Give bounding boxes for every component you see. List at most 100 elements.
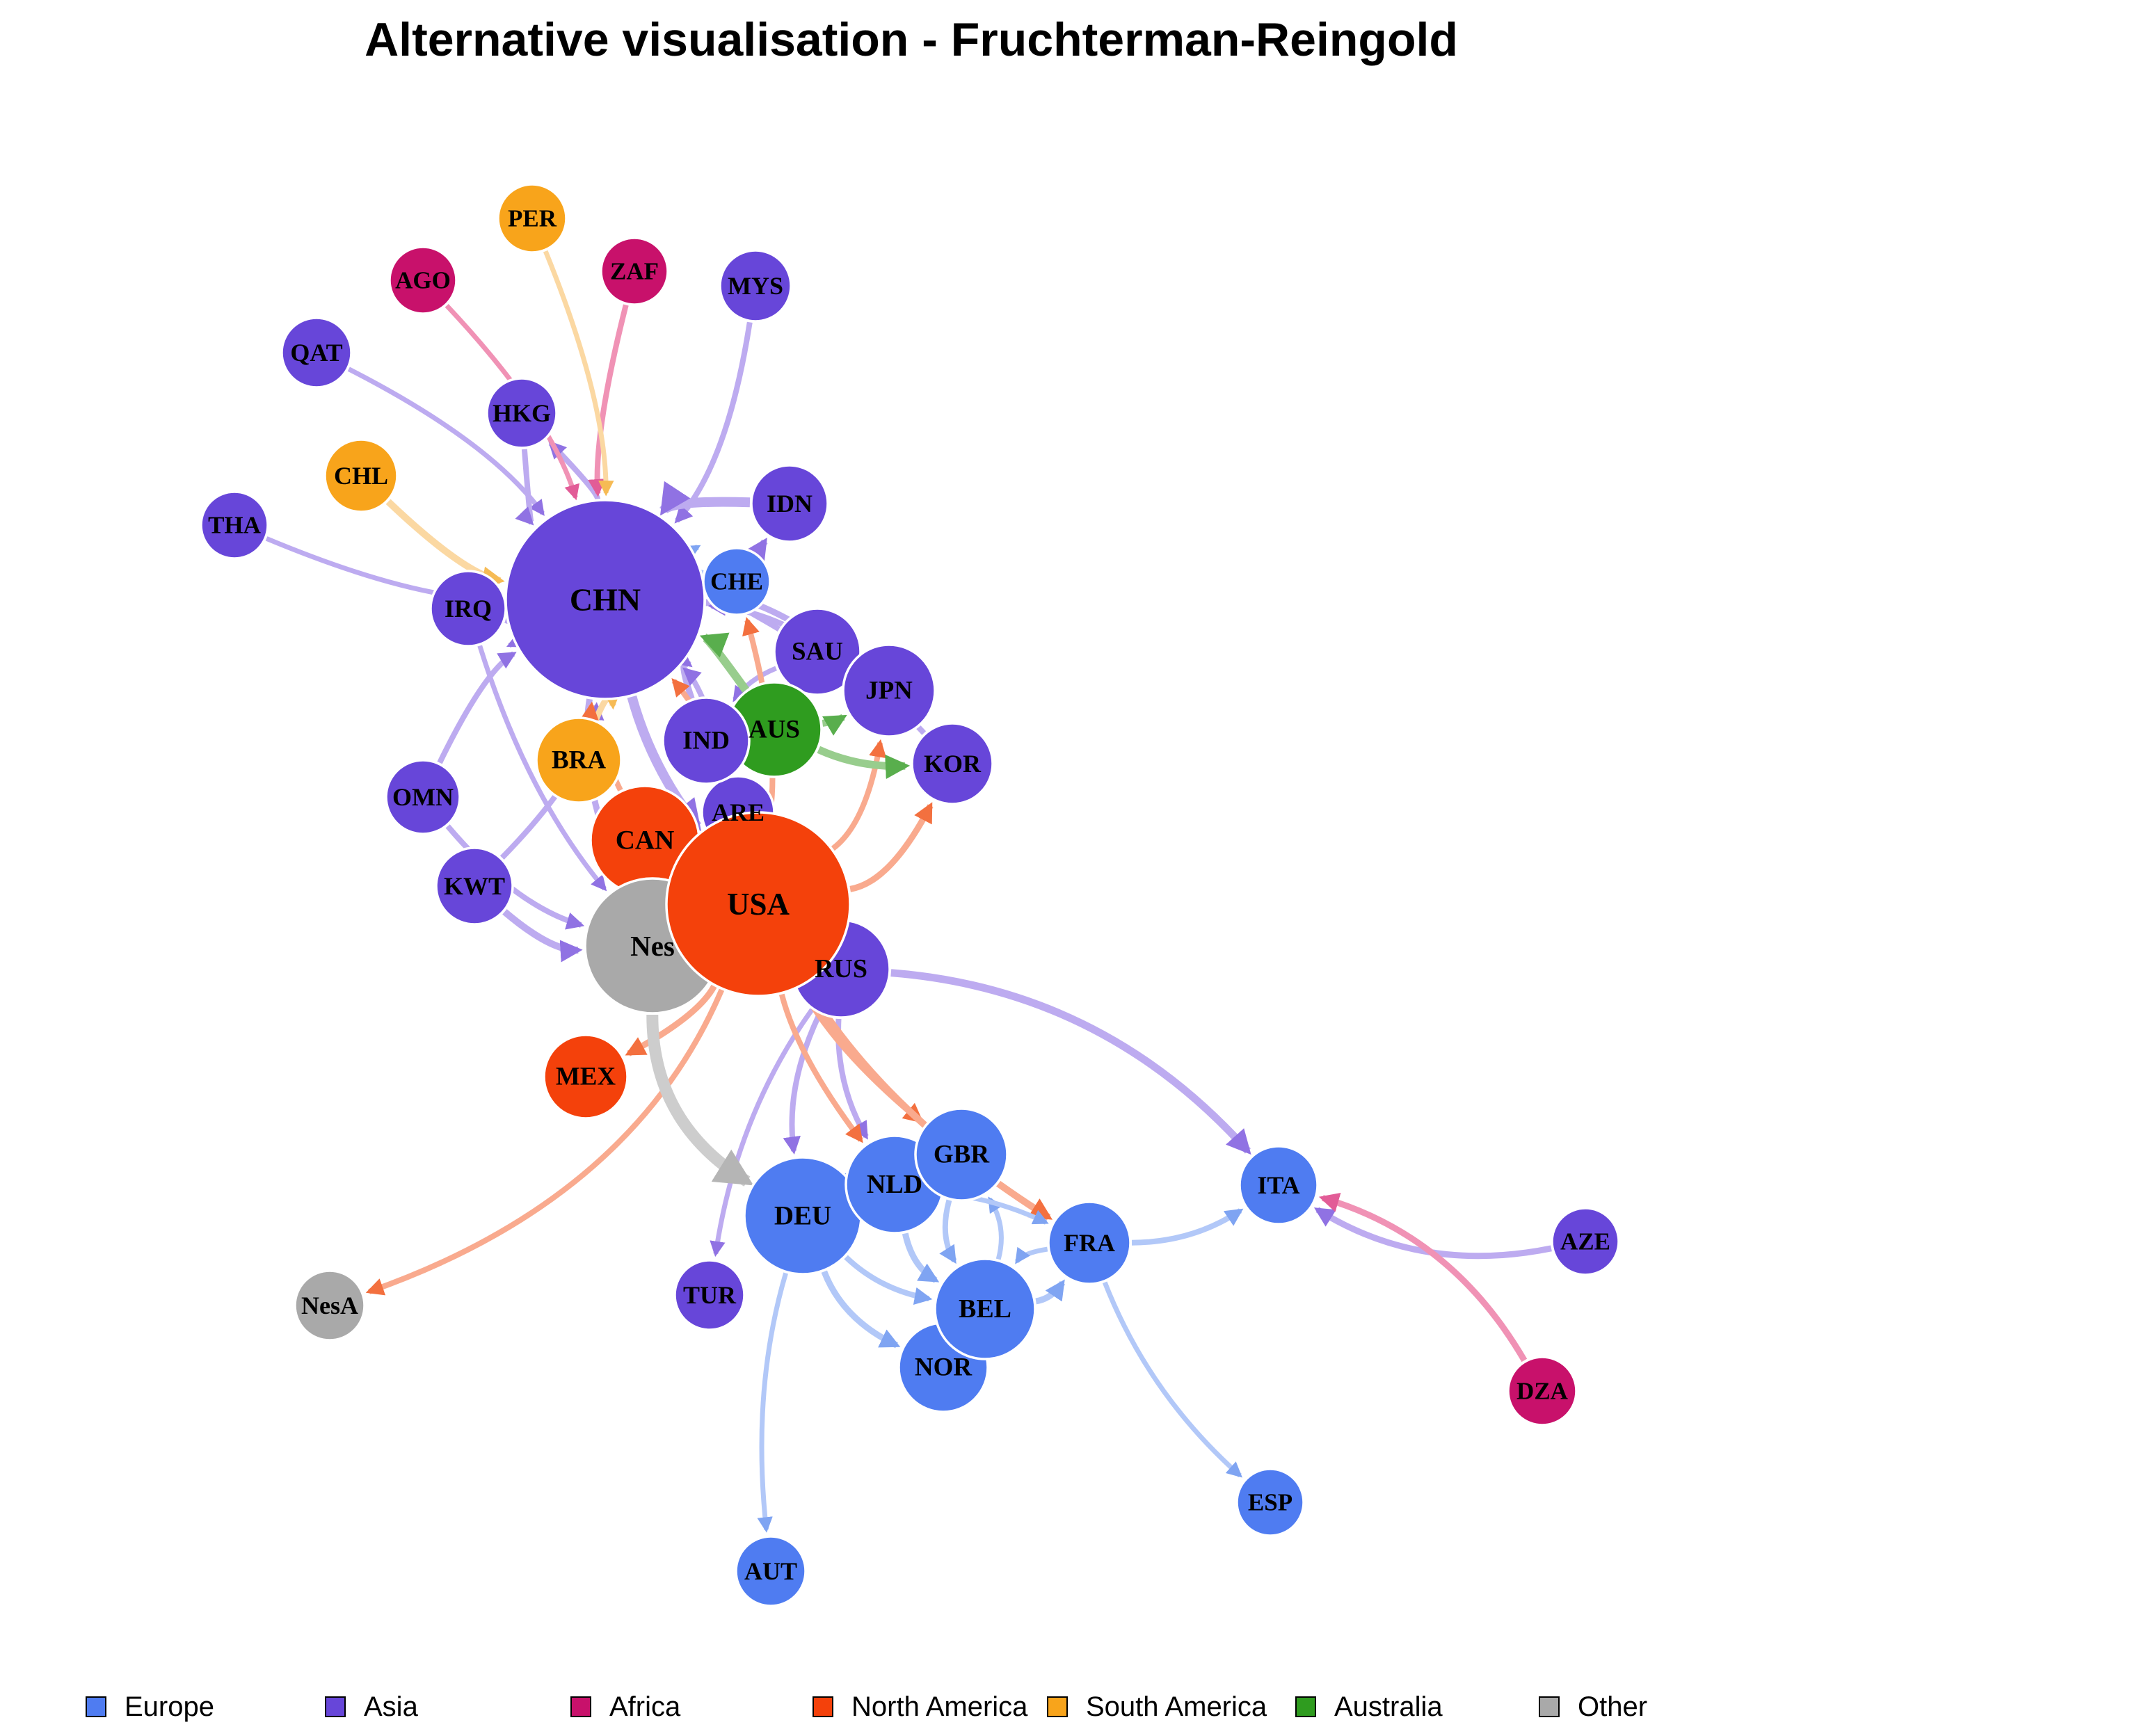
node-label-IRQ: IRQ xyxy=(445,595,492,622)
legend-item-australia: Australia xyxy=(1295,1686,1443,1728)
node-ZAF xyxy=(600,236,669,306)
legend-label-asia: Asia xyxy=(364,1691,418,1722)
node-label-ZAF: ZAF xyxy=(610,258,659,285)
legend-swatch-other xyxy=(1539,1696,1560,1717)
edge-RUS-TUR xyxy=(710,1008,815,1257)
node-MYS xyxy=(719,249,792,323)
edge-CHL-CHN xyxy=(385,499,505,589)
node-label-CHE: CHE xyxy=(710,568,763,595)
edge-DEU-AUT xyxy=(757,1272,788,1533)
edge-USA-MEX xyxy=(625,984,717,1056)
node-label-FRA: FRA xyxy=(1064,1229,1115,1257)
node-label-TUR: TUR xyxy=(683,1281,737,1309)
node-label-USA: USA xyxy=(727,887,790,922)
node-label-AUT: AUT xyxy=(744,1557,797,1585)
edge-IRQ-Nes xyxy=(477,645,607,892)
node-label-THA: THA xyxy=(208,512,262,539)
edge-AUS-JPN xyxy=(822,714,847,736)
node-THA xyxy=(200,490,269,560)
legend-item-sa: South America xyxy=(1047,1686,1267,1728)
node-label-OMN: OMN xyxy=(392,783,454,811)
node-label-ARE: ARE xyxy=(712,798,765,826)
edge-USA-NLD xyxy=(778,993,863,1143)
edge-BRA-CHN xyxy=(593,689,622,721)
node-label-ESP: ESP xyxy=(1248,1489,1292,1516)
node-label-DZA: DZA xyxy=(1516,1378,1569,1405)
edge-USA-FRA xyxy=(803,982,1053,1221)
edge-DZA-ITA xyxy=(1318,1193,1528,1363)
node-label-QAT: QAT xyxy=(290,339,342,367)
legend-swatch-europe xyxy=(86,1696,106,1717)
legend-item-africa: Africa xyxy=(570,1686,680,1728)
edge-GBR-BEL xyxy=(939,1199,957,1264)
node-KOR xyxy=(911,722,994,805)
edge-FRA-ITA xyxy=(1131,1208,1244,1246)
edge-BEL-GBR xyxy=(987,1196,1004,1260)
node-SAU xyxy=(773,607,862,696)
node-labels-layer: IRQ SAU ARE CAN RUS DEU NLD GBR NOR BEL CHN AUS IND J… xyxy=(208,205,1610,1586)
node-label-NLD: NLD xyxy=(867,1170,922,1199)
edge-ZAF-CHN xyxy=(588,304,629,497)
legend-label-europe: Europe xyxy=(125,1691,214,1722)
legend-label-africa: Africa xyxy=(609,1691,681,1722)
node-BRA xyxy=(535,716,623,804)
node-TUR xyxy=(673,1259,746,1331)
node-label-CHN: CHN xyxy=(570,582,641,618)
edge-FRA-BEL xyxy=(1014,1246,1048,1264)
node-label-AZE: AZE xyxy=(1560,1228,1610,1255)
node-FRA xyxy=(1047,1200,1132,1285)
node-label-BRA: BRA xyxy=(552,746,606,775)
legend-item-europe: Europe xyxy=(86,1686,214,1728)
node-label-MYS: MYS xyxy=(728,272,783,300)
node-label-Nes: Nes xyxy=(630,930,675,962)
legend-label-na: North America xyxy=(851,1691,1028,1722)
edge-OMN-Nes xyxy=(445,824,585,930)
edge-AUS-KOR xyxy=(817,746,911,780)
edge-AZE-ITA xyxy=(1313,1207,1552,1260)
legend-swatch-africa xyxy=(570,1696,591,1717)
node-HKG xyxy=(486,377,558,449)
legend-swatch-sa xyxy=(1047,1696,1068,1717)
node-AZE xyxy=(1551,1207,1620,1276)
node-label-JPN: JPN xyxy=(865,677,913,705)
node-USA xyxy=(665,811,851,997)
node-label-RUS: RUS xyxy=(815,954,867,983)
node-label-BEL: BEL xyxy=(959,1294,1011,1324)
edge-USA-KOR xyxy=(849,802,934,892)
edge-KWT-Nes xyxy=(502,909,583,963)
edge-OMN-CHN xyxy=(437,651,517,764)
node-label-DEU: DEU xyxy=(774,1201,831,1231)
node-label-ITA: ITA xyxy=(1257,1171,1299,1199)
node-PER xyxy=(497,183,568,254)
edge-USA-NesA xyxy=(365,988,725,1296)
legend-item-na: North America xyxy=(813,1686,1027,1728)
node-MEX xyxy=(543,1034,629,1120)
edge-SAU-IND xyxy=(733,666,777,702)
node-QAT xyxy=(280,316,353,389)
edge-MYS-CHN xyxy=(674,321,753,524)
node-label-NOR: NOR xyxy=(915,1353,973,1382)
nodes-layer xyxy=(200,183,1620,1607)
legend-label-other: Other xyxy=(1578,1691,1648,1722)
node-IDN xyxy=(750,464,829,543)
node-CHL xyxy=(323,438,399,513)
edge-RUS-DEU xyxy=(783,1013,822,1155)
node-GBR xyxy=(914,1107,1009,1202)
node-label-NesA: NesA xyxy=(301,1292,358,1319)
edge-DEU-BEL xyxy=(844,1255,933,1305)
chart-title: Alternative visualisation - Fruchterman-… xyxy=(365,13,1458,66)
node-label-HKG: HKG xyxy=(493,399,551,427)
continent-legend: Europe Asia Africa North America South Ameri… xyxy=(0,1686,2137,1728)
legend-swatch-australia xyxy=(1295,1696,1316,1717)
node-label-KWT: KWT xyxy=(444,872,505,900)
legend-swatch-asia xyxy=(325,1696,346,1717)
legend-item-asia: Asia xyxy=(325,1686,418,1728)
edge-HKG-CHN xyxy=(515,449,534,526)
node-CHN xyxy=(504,499,706,700)
edge-IDN-CHN xyxy=(659,481,751,516)
legend-label-australia: Australia xyxy=(1334,1691,1443,1722)
legend-item-other: Other xyxy=(1539,1686,1647,1728)
node-label-MEX: MEX xyxy=(556,1063,616,1091)
